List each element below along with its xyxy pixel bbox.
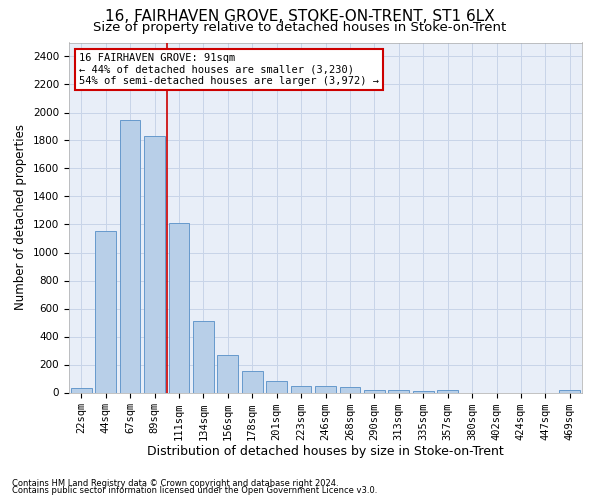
Bar (266, 382, 287, 392)
Bar (559, 390, 580, 392)
Bar (71, 388, 92, 392)
Bar (144, 136, 165, 392)
Bar (413, 391, 434, 392)
Bar (364, 390, 385, 392)
Text: Size of property relative to detached houses in Stoke-on-Trent: Size of property relative to detached ho… (94, 21, 506, 34)
Bar (169, 223, 190, 392)
Y-axis label: Number of detached properties: Number of detached properties (14, 124, 28, 310)
Bar (437, 390, 458, 392)
Text: 16, FAIRHAVEN GROVE, STOKE-ON-TRENT, ST1 6LX: 16, FAIRHAVEN GROVE, STOKE-ON-TRENT, ST1… (105, 9, 495, 24)
Text: 16 FAIRHAVEN GROVE: 91sqm
← 44% of detached houses are smaller (3,230)
54% of se: 16 FAIRHAVEN GROVE: 91sqm ← 44% of detac… (79, 53, 379, 86)
Bar (95, 232, 116, 392)
Text: Contains HM Land Registry data © Crown copyright and database right 2024.: Contains HM Land Registry data © Crown c… (12, 478, 338, 488)
Bar (290, 386, 311, 392)
Bar (193, 321, 214, 392)
Bar (119, 120, 140, 392)
X-axis label: Distribution of detached houses by size in Stoke-on-Trent: Distribution of detached houses by size … (147, 446, 504, 458)
Bar (217, 356, 238, 393)
Bar (242, 371, 263, 392)
Bar (340, 387, 361, 392)
Text: Contains public sector information licensed under the Open Government Licence v3: Contains public sector information licen… (12, 486, 377, 495)
Bar (315, 386, 336, 392)
Bar (388, 390, 409, 392)
